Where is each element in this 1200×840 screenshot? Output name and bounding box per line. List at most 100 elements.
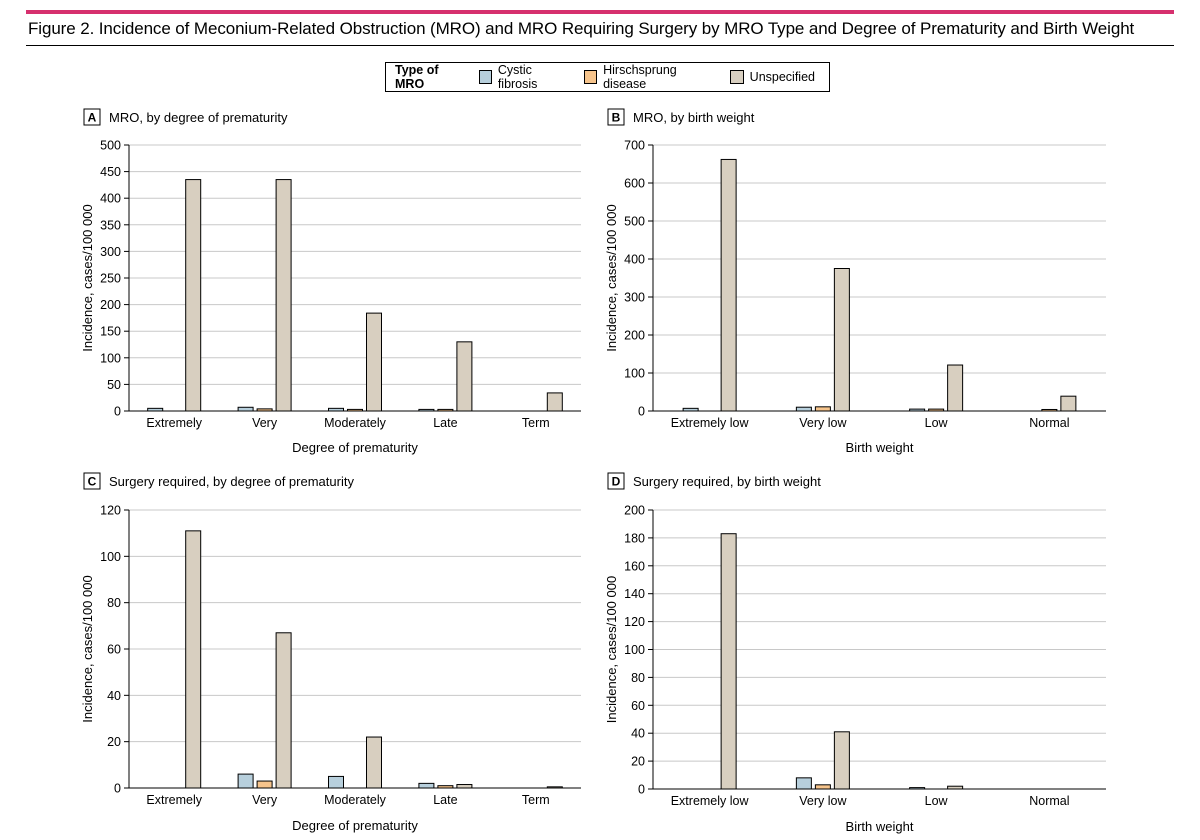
bar-unspecified [456,784,473,789]
y-tick-label: 100 [624,367,645,381]
y-tick-label: 0 [114,782,121,796]
panel-c: C Surgery required, by degree of prematur… [80,472,581,833]
x-tick-label: Moderately [324,416,387,430]
y-tick-label: 40 [107,689,121,703]
x-tick-label: Moderately [324,793,387,807]
bar-cystic-fibrosis [418,408,435,412]
legend-label-cystic-fibrosis: Cystic fibrosis [497,63,538,91]
bar-hirschsprung-disease [928,408,945,412]
x-tick-label: Very [252,416,278,430]
x-tick-label: Low [925,794,949,808]
legend: Type of MRO Cystic fibrosis Hirschsprung… [385,62,830,92]
y-tick-label: 60 [107,643,121,657]
y-tick-label: 0 [638,405,645,419]
bar-hirschsprung-disease [437,785,454,789]
panel-b: B MRO, by birth weight 0 100 200 300 400 500 600… [604,108,1106,455]
y-tick-label: 80 [631,671,645,685]
y-tick-label: 160 [624,559,645,573]
x-axis-title: Birth weight [846,440,914,455]
x-tick-label: Late [433,793,457,807]
panel-label-box [83,472,101,490]
bar-unspecified [833,268,850,412]
y-tick-label: 50 [107,378,121,392]
y-tick-label: 300 [100,245,121,259]
y-tick-label: 150 [100,325,121,339]
legend-swatch-cystic-fibrosis [478,70,492,84]
y-tick-label: 180 [624,531,645,545]
bar-cystic-fibrosis [795,406,812,412]
y-axis-title: Incidence, cases/100 000 [604,204,619,351]
bar-hirschsprung-disease [256,780,273,789]
x-tick-label: Normal [1029,794,1069,808]
bar-cystic-fibrosis [909,787,926,790]
panel-title: Surgery required, by birth weight [633,474,821,489]
panel-title: MRO, by birth weight [633,110,755,125]
y-tick-label: 60 [631,699,645,713]
bar-hirschsprung-disease [814,406,831,412]
panel-d: D Surgery required, by birth weight 0 20 40 6… [604,472,1106,834]
legend-swatch-unspecified [729,70,744,84]
y-tick-label: 20 [631,755,645,769]
bar-unspecified [275,179,292,412]
bar-hirschsprung-disease [1041,408,1058,412]
y-tick-label: 700 [624,139,645,153]
bar-unspecified [1060,395,1077,412]
bar-hirschsprung-disease [256,408,273,412]
legend-title: Type of MRO [395,63,439,91]
y-tick-label: 350 [100,218,121,232]
panel-label: D [612,475,621,489]
y-tick-label: 140 [624,587,645,601]
panel-label: C [88,475,97,489]
panel-title: MRO, by degree of prematurity [109,110,288,125]
bar-unspecified [947,785,964,790]
bar-cystic-fibrosis [237,406,254,412]
x-tick-label: Late [433,416,457,430]
x-axis-title: Birth weight [846,819,914,834]
y-axis-title: Incidence, cases/100 000 [80,575,95,722]
bar-unspecified [947,364,964,412]
y-tick-label: 600 [624,177,645,191]
y-tick-label: 500 [100,139,121,153]
y-tick-label: 0 [114,405,121,419]
y-tick-label: 200 [100,298,121,312]
bar-cystic-fibrosis [795,777,812,790]
bar-hirschsprung-disease [347,408,363,412]
y-tick-label: 500 [624,215,645,229]
bar-unspecified [546,392,563,412]
y-tick-label: 250 [100,272,121,286]
bar-cystic-fibrosis [328,775,344,789]
title-bottom-rule [26,45,1174,46]
x-tick-label: Extremely [146,416,202,430]
x-tick-label: Extremely low [671,794,750,808]
x-axis-title: Degree of prematurity [292,818,418,833]
y-tick-label: 20 [107,735,121,749]
y-axis-title: Incidence, cases/100 000 [80,204,95,351]
bar-unspecified [456,341,473,412]
legend-label-hirschsprung-disease: Hirschsprung disease [603,63,677,91]
panel-label-box [607,108,625,126]
bar-cystic-fibrosis [909,408,926,412]
panel-label: B [612,111,621,125]
legend-swatch-hirschsprung-disease [583,70,598,84]
y-tick-label: 0 [638,783,645,797]
x-tick-label: Very low [799,416,847,430]
bar-unspecified [720,533,737,790]
x-tick-label: Very low [799,794,847,808]
title-top-rule [26,10,1174,14]
bar-hirschsprung-disease [437,408,454,412]
bar-unspecified [275,632,292,789]
legend-item-hirschsprung-disease: Hirschsprung disease [583,63,716,91]
x-tick-label: Normal [1029,416,1069,430]
y-tick-label: 200 [624,329,645,343]
y-tick-label: 300 [624,291,645,305]
panel-label-box [607,472,625,490]
y-tick-label: 40 [631,727,645,741]
x-tick-label: Extremely [146,793,202,807]
y-tick-label: 400 [100,192,121,206]
panel-a: A MRO, by degree of prematurity 0 50 100 150 2… [80,108,581,455]
y-tick-label: 120 [100,504,121,518]
bar-cystic-fibrosis [237,773,254,789]
legend-item-unspecified: Unspecified [729,70,815,84]
bar-cystic-fibrosis [682,407,699,412]
